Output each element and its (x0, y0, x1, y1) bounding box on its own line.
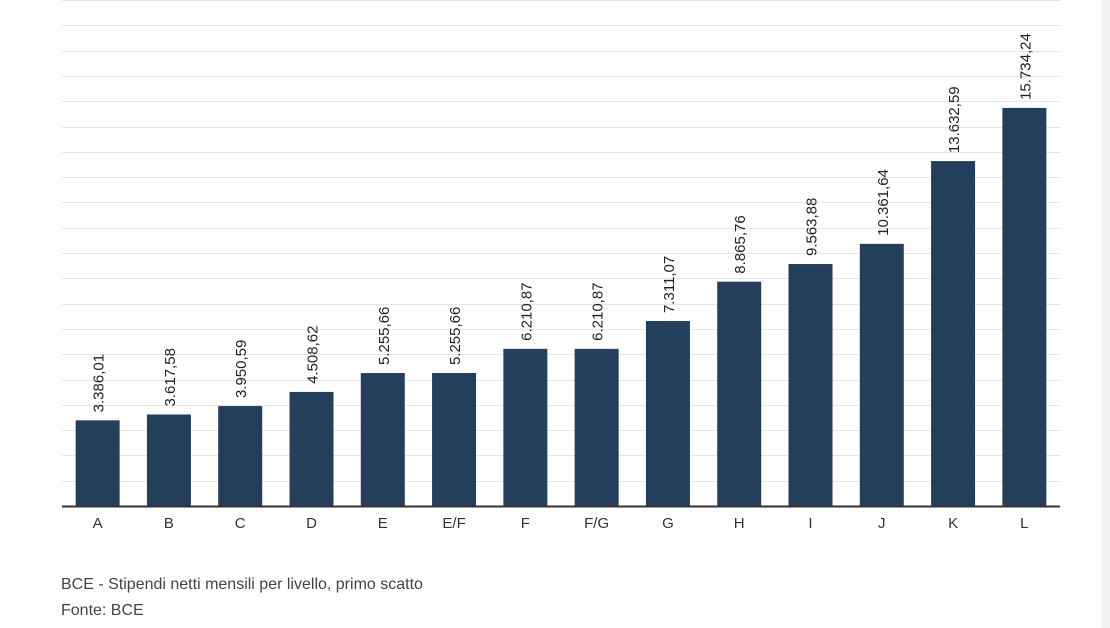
bar-value-label: 9.563,88 (804, 198, 821, 256)
bar (931, 161, 976, 507)
bar-value-label: 7.311,07 (661, 256, 678, 313)
chart-caption-title: BCE - Stipendi netti mensili per livello… (61, 576, 423, 593)
bar-value-label: 4.508,62 (305, 326, 322, 384)
bar-value-label: 6.210,87 (518, 282, 535, 340)
page-edge (1101, 0, 1110, 628)
bar-value-label: 5.255,66 (376, 307, 393, 365)
bar (146, 414, 191, 506)
bar-value-label: 10.361,64 (875, 169, 892, 236)
x-tick-label: I (808, 515, 812, 532)
bar (503, 348, 548, 506)
bar-chart: 3.386,01 A 3.617,58 B 3.950,59 C 4.508,62 D 5.25… (62, 0, 1060, 532)
x-tick-label: F (521, 515, 530, 532)
bar-value-label: 3.617,58 (162, 348, 179, 406)
x-tick-label: J (878, 515, 886, 532)
bar-value-label: 8.865,76 (732, 215, 749, 273)
x-tick-label: F/G (584, 515, 609, 532)
bar-value-label: 15.734,24 (1017, 33, 1034, 100)
bar-value-label: 6.210,87 (590, 282, 607, 340)
bar (75, 420, 120, 506)
x-tick-label: H (734, 515, 745, 532)
x-tick-label: B (164, 515, 174, 532)
bar-value-label: 3.950,59 (233, 340, 250, 398)
bar (645, 321, 690, 506)
x-tick-label: L (1020, 515, 1028, 532)
x-tick-label: K (948, 515, 958, 532)
bar (574, 348, 619, 506)
bar-value-label: 5.255,66 (447, 307, 464, 365)
x-tick-label: E/F (442, 515, 465, 532)
bar (289, 391, 334, 506)
bar-value-label: 3.386,01 (91, 354, 108, 412)
x-tick-label: G (662, 515, 674, 532)
bar (859, 243, 904, 506)
bar (360, 373, 405, 506)
bar (1002, 107, 1047, 506)
x-tick-label: E (378, 515, 388, 532)
x-tick-label: A (93, 515, 103, 532)
bar (717, 281, 762, 506)
bar (218, 406, 263, 506)
x-tick-label: C (235, 515, 246, 532)
bar (788, 264, 833, 506)
bar (432, 373, 477, 506)
chart-caption-source: Fonte: BCE (61, 602, 144, 619)
bar-value-label: 13.632,59 (946, 86, 963, 153)
x-tick-label: D (306, 515, 317, 532)
